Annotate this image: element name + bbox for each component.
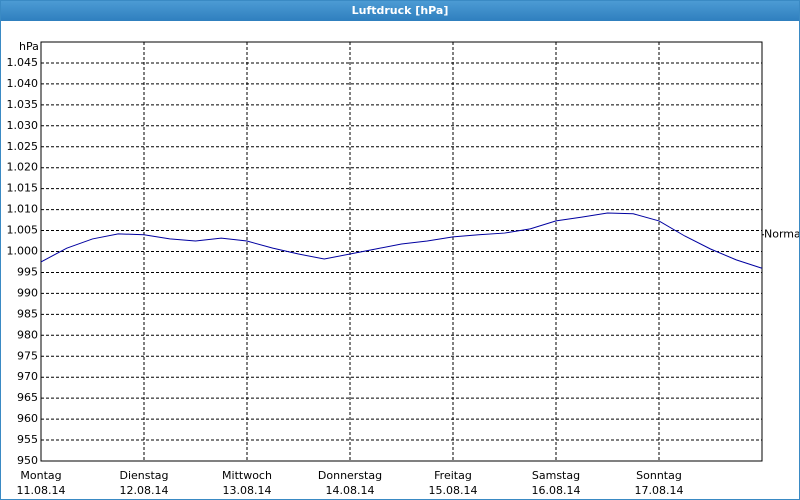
- normal-label: Normal: [764, 228, 799, 241]
- x-day-label: Samstag: [532, 469, 580, 482]
- plot: hPa 950 955 960 965 970 975 980 985 990 995 1.000 1…: [7, 40, 800, 497]
- y-tick-label: 1.020: [7, 161, 39, 174]
- x-date-label: 14.08.14: [326, 484, 375, 497]
- x-day-label: Montag: [20, 469, 61, 482]
- title-bar: Luftdruck [hPa]: [1, 1, 799, 21]
- y-tick-label: 1.005: [7, 224, 39, 237]
- y-tick-label: 1.030: [7, 119, 39, 132]
- y-tick-label: 970: [17, 370, 38, 383]
- x-day-label: Sonntag: [636, 469, 682, 482]
- y-tick-label: 1.035: [7, 98, 39, 111]
- y-tick-label: 1.010: [7, 203, 39, 216]
- plot-frame: [40, 41, 763, 462]
- x-day-label: Dienstag: [119, 469, 168, 482]
- x-day-label: Mittwoch: [222, 469, 272, 482]
- x-date-label: 17.08.14: [635, 484, 684, 497]
- y-tick-label: 960: [17, 412, 38, 425]
- y-tick-label: 1.015: [7, 182, 39, 195]
- y-tick-label: 955: [17, 433, 38, 446]
- y-tick-label: 1.045: [7, 56, 39, 69]
- pressure-line: [40, 212, 763, 269]
- y-tick-label: 985: [17, 307, 38, 320]
- y-tick-label: 990: [17, 286, 38, 299]
- x-date-label: 11.08.14: [17, 484, 66, 497]
- x-date-label: 13.08.14: [223, 484, 272, 497]
- y-tick-label: 965: [17, 391, 38, 404]
- x-day-label: Freitag: [434, 469, 472, 482]
- y-tick-label: 950: [17, 454, 38, 467]
- y-tick-label: 980: [17, 328, 38, 341]
- y-tick-label: 995: [17, 265, 38, 278]
- y-tick-label: 1.000: [7, 245, 39, 258]
- chart: hPa 950 955 960 965 970 975 980 985 990 995 1.000 1…: [7, 40, 800, 497]
- x-date-label: 15.08.14: [429, 484, 478, 497]
- y-tick-label: 1.040: [7, 77, 39, 90]
- y-tick-label: 975: [17, 349, 38, 362]
- y-tick-label: 1.025: [7, 140, 39, 153]
- y-unit: hPa: [19, 40, 39, 53]
- x-date-label: 12.08.14: [120, 484, 169, 497]
- x-day-label: Donnerstag: [318, 469, 382, 482]
- x-date-label: 16.08.14: [532, 484, 581, 497]
